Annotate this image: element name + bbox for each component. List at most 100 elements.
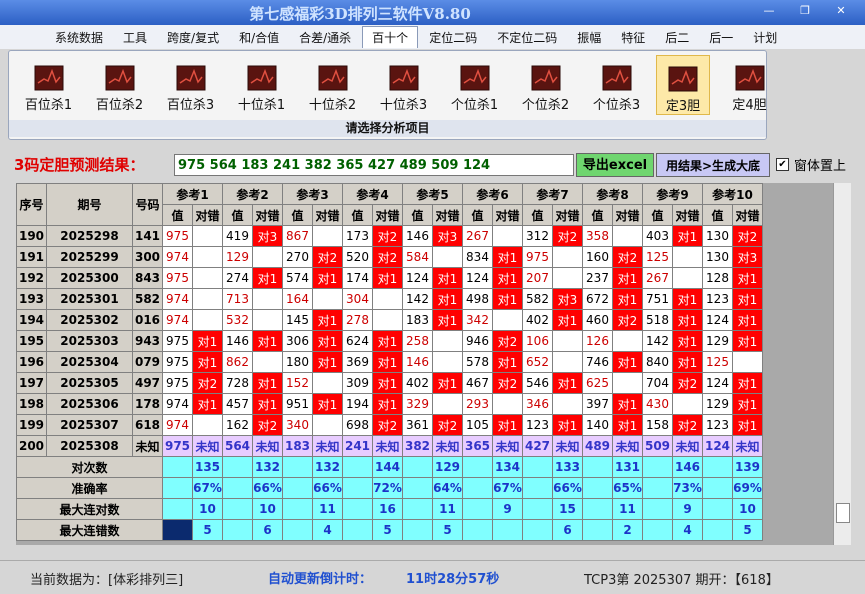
menu-item[interactable]: 计划 <box>753 30 778 45</box>
ribbon-button[interactable]: 定4胆 <box>714 55 785 113</box>
ref-value: 124 <box>702 435 733 457</box>
ref-result: 未知 <box>672 435 703 457</box>
ref-result: 对1 <box>672 225 703 247</box>
summary-value: 16 <box>372 498 403 520</box>
ref-result: 对2 <box>252 414 283 436</box>
ref-value: 564 <box>222 435 253 457</box>
number: 未知 <box>132 435 163 457</box>
sub-header: 对错 <box>612 204 643 226</box>
ref-value: 867 <box>282 225 313 247</box>
ribbon-button[interactable]: 个位杀3 <box>581 55 652 113</box>
ref-value: 306 <box>282 330 313 352</box>
summary-value: 10 <box>732 498 763 520</box>
window-title: 第七感福彩3D排列三软件V8.80 <box>249 5 471 23</box>
ribbon-button[interactable]: 定3胆 <box>656 55 710 115</box>
ref-value: 840 <box>642 351 673 373</box>
sub-header: 对错 <box>432 204 463 226</box>
ribbon-button[interactable]: 个位杀1 <box>439 55 510 113</box>
ref-value: 183 <box>282 435 313 457</box>
issue: 2025299 <box>46 246 133 268</box>
menu-item[interactable]: 特征 <box>621 30 646 45</box>
summary-spacer <box>222 477 253 499</box>
ref-result: 对2 <box>372 225 403 247</box>
minimize-button[interactable]: — <box>763 4 775 17</box>
ribbon-button[interactable]: 十位杀3 <box>368 55 439 113</box>
ref-value: 123 <box>522 414 553 436</box>
topmost-checkbox[interactable]: ✔ 窗体置上 <box>776 155 846 174</box>
ref-result: 未知 <box>372 435 403 457</box>
ribbon-button[interactable]: 十位杀2 <box>297 55 368 113</box>
menu-item[interactable]: 和/合值 <box>239 30 280 45</box>
ref-result: 对1 <box>732 372 763 394</box>
summary-value: 4 <box>672 519 703 541</box>
ref-value: 582 <box>522 288 553 310</box>
ref-result: 未知 <box>612 435 643 457</box>
ref-result <box>192 414 223 436</box>
menu-item[interactable]: 后二 <box>665 30 690 45</box>
ref-value: 369 <box>342 351 373 373</box>
ref-result: 对1 <box>612 267 643 289</box>
ribbon-button[interactable]: 十位杀1 <box>226 55 297 113</box>
summary-spacer <box>162 477 193 499</box>
ref-value: 625 <box>582 372 613 394</box>
summary-spacer <box>702 477 733 499</box>
ref-result: 对2 <box>672 372 703 394</box>
maximize-button[interactable]: ❐ <box>800 4 810 17</box>
summary-spacer <box>342 519 373 541</box>
ref-value: 129 <box>702 330 733 352</box>
summary-value: 65% <box>612 477 643 499</box>
issue: 2025302 <box>46 309 133 331</box>
result-input[interactable]: 975 564 183 241 382 365 427 489 509 124 <box>174 154 574 176</box>
ref-value: 397 <box>582 393 613 415</box>
summary-value: 9 <box>672 498 703 520</box>
summary-value: 73% <box>672 477 703 499</box>
menu-item[interactable]: 定位二码 <box>429 30 478 45</box>
menu-item[interactable]: 合差/通杀 <box>299 30 352 45</box>
summary-value: 72% <box>372 477 403 499</box>
ref-result <box>492 393 523 415</box>
ref-value: 194 <box>342 393 373 415</box>
menu-item[interactable]: 工具 <box>123 30 148 45</box>
ref-value: 207 <box>522 267 553 289</box>
ref-value: 142 <box>402 288 433 310</box>
menu-item[interactable]: 不定位二码 <box>497 30 558 45</box>
menu-item[interactable]: 跨度/复式 <box>167 30 220 45</box>
ribbon-button[interactable]: 百位杀3 <box>155 55 226 113</box>
summary-spacer <box>522 519 553 541</box>
ribbon-button[interactable]: 百位杀1 <box>13 55 84 113</box>
close-button[interactable]: ✕ <box>836 4 846 17</box>
summary-value: 6 <box>552 519 583 541</box>
ref-result: 对1 <box>612 351 643 373</box>
ref-value: 467 <box>462 372 493 394</box>
scroll-thumb[interactable] <box>836 503 850 523</box>
ribbon-button[interactable]: 百位杀2 <box>84 55 155 113</box>
ref-result <box>252 309 283 331</box>
ref-result: 对3 <box>732 246 763 268</box>
ref-value: 460 <box>582 309 613 331</box>
ribbon-icon <box>668 66 698 92</box>
menu-item[interactable]: 系统数据 <box>55 30 104 45</box>
export-button[interactable]: 导出excel <box>576 153 654 177</box>
summary-spacer <box>282 456 313 478</box>
ref-value: 975 <box>522 246 553 268</box>
menu-item[interactable]: 百十个 <box>362 26 419 48</box>
ref-result: 对1 <box>252 330 283 352</box>
summary-spacer <box>342 498 373 520</box>
ref-value: 293 <box>462 393 493 415</box>
ref-result <box>552 393 583 415</box>
ref-header: 参考2 <box>222 183 283 205</box>
row-no: 200 <box>16 435 47 457</box>
summary-spacer <box>222 519 253 541</box>
ribbon-button[interactable]: 个位杀2 <box>510 55 581 113</box>
ribbon-icon <box>247 65 276 91</box>
menu-item[interactable]: 振幅 <box>577 30 602 45</box>
ribbon-label: 十位杀2 <box>308 98 357 113</box>
ref-result: 对2 <box>492 372 523 394</box>
scrollbar[interactable] <box>833 183 851 545</box>
menu-item[interactable]: 后一 <box>709 30 734 45</box>
generate-button[interactable]: 用结果>生成大底 <box>656 153 770 177</box>
summary-spacer <box>582 456 613 478</box>
ref-value: 382 <box>402 435 433 457</box>
data-row: 190 2025298 141 975 419 对3 867 173 对2 146 对3 267 312… <box>16 225 763 247</box>
checkbox-box[interactable]: ✔ <box>776 158 789 171</box>
